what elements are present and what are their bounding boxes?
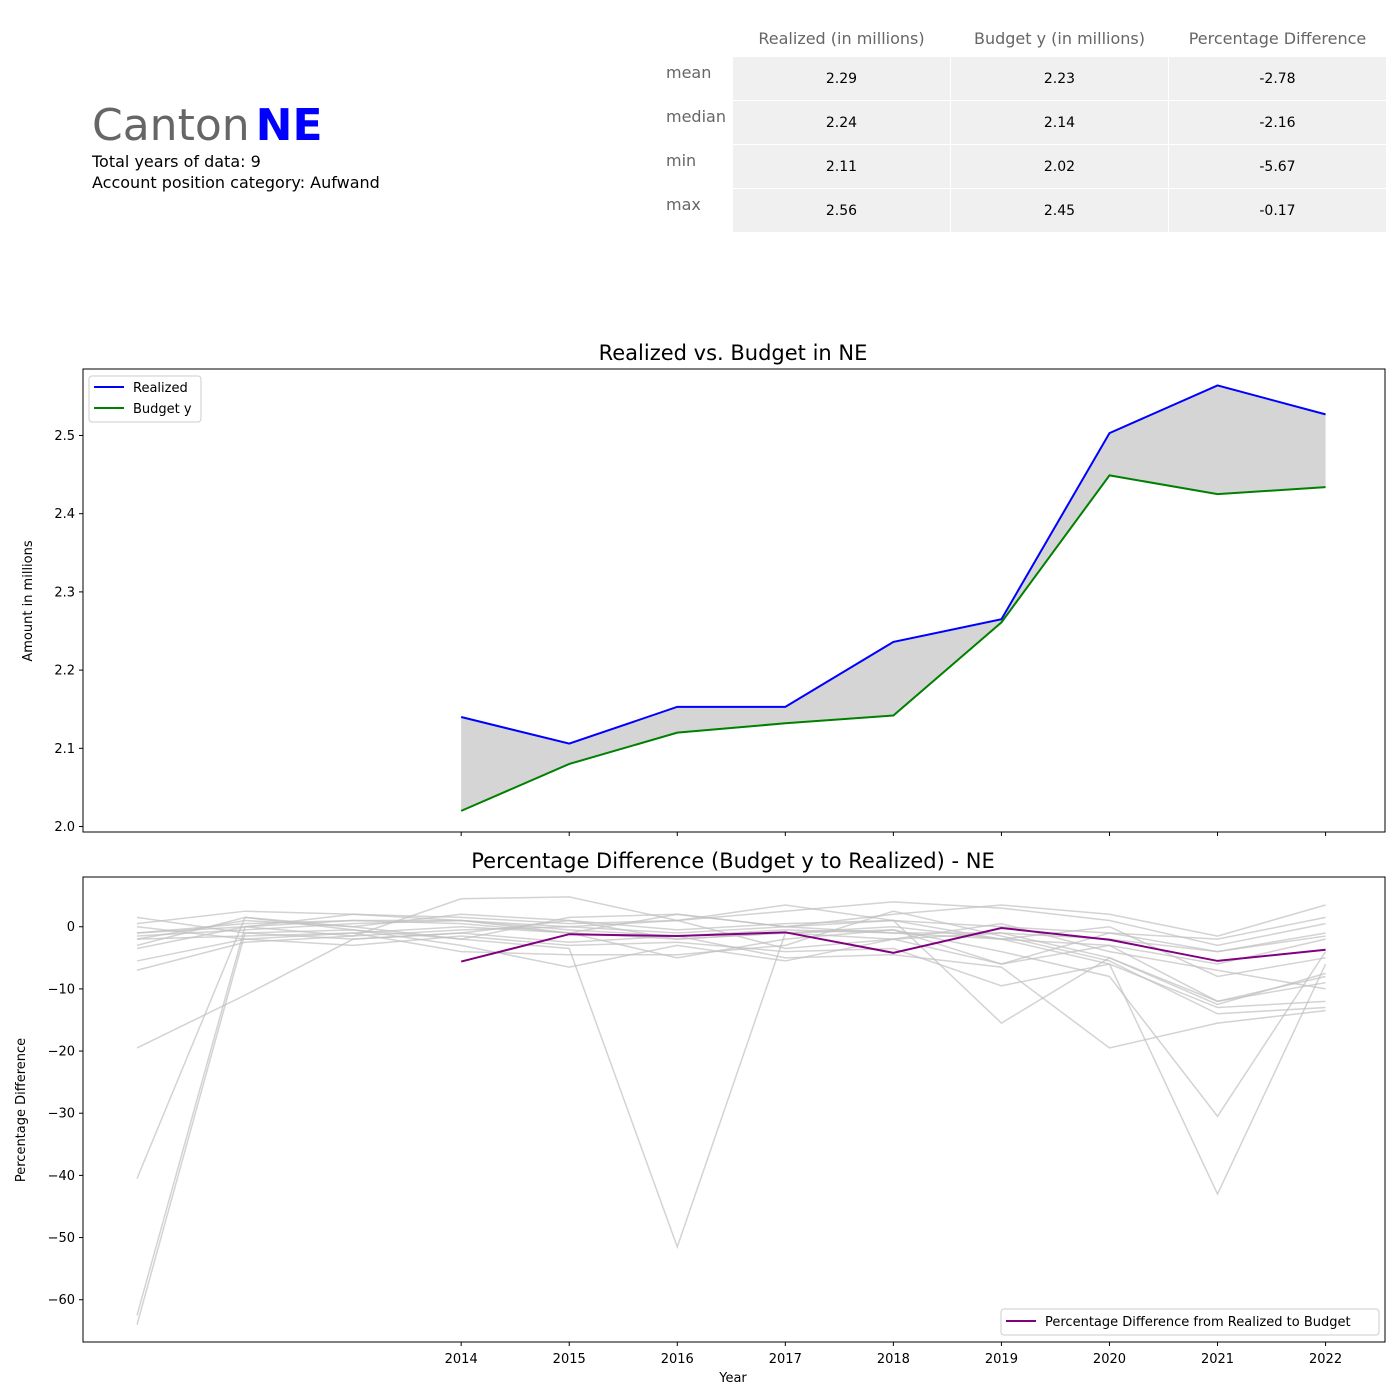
y-tick-label: −10 [48, 982, 75, 997]
y-tick-label: 0 [67, 920, 75, 935]
other-canton-line [136, 919, 1326, 953]
x-tick-label: 2017 [769, 1352, 802, 1367]
y-tick-label: −40 [48, 1169, 75, 1184]
other-canton-line [136, 916, 1327, 1250]
x-tick-label: 2015 [553, 1352, 586, 1367]
table-cell: 2.11 [731, 144, 951, 189]
table-cell: 2.29 [731, 56, 951, 101]
pct-diff-series-line [460, 926, 1326, 963]
y-tick-label: −50 [48, 1231, 75, 1246]
legend-box [1000, 1308, 1380, 1336]
x-tick-label: 2021 [1201, 1352, 1234, 1367]
plot-frame [82, 368, 1386, 833]
table-cell: -0.17 [1167, 188, 1387, 233]
other-canton-line [136, 913, 1326, 978]
legend-realized-label: Realized [133, 381, 188, 396]
table-cell: 2.02 [949, 144, 1169, 189]
column-header-realized: Realized (in millions) [758, 28, 925, 48]
table-row: median 2.24 2.14 -2.16 [660, 100, 1387, 145]
table-cell: 2.56 [731, 188, 951, 233]
row-label-mean: mean [666, 63, 712, 82]
column-header-budget: Budget y (in millions) [973, 28, 1145, 48]
y-tick-label: −20 [48, 1045, 75, 1060]
y-tick-label: 2.0 [54, 820, 75, 835]
table-row: min 2.11 2.02 -5.67 [660, 144, 1387, 189]
canton-header: Canton NE Total years of data: 9 Account… [92, 100, 380, 193]
table-cell: 2.24 [731, 100, 951, 145]
canton-code: NE [255, 100, 323, 151]
other-canton-line [136, 896, 1326, 1025]
y-tick-label: 2.3 [54, 585, 75, 600]
table-cell: -2.16 [1167, 100, 1387, 145]
other-canton-line [136, 916, 1326, 953]
x-tick-label: 2022 [1309, 1352, 1342, 1367]
y-tick-label: 2.4 [54, 507, 75, 522]
row-label-min: min [666, 151, 697, 170]
canton-title: Canton NE [92, 100, 380, 151]
budget-series-line [460, 474, 1326, 812]
chart1-title: Realized vs. Budget in NE [599, 341, 868, 365]
plot-frame [82, 876, 1386, 1343]
x-tick-label: 2018 [877, 1352, 910, 1367]
column-header-pct-diff: Percentage Difference [1188, 28, 1367, 48]
table-cell: 2.45 [949, 188, 1169, 233]
y-tick-label: 2.1 [54, 742, 75, 757]
chart2-ylabel: Percentage Difference [14, 1038, 29, 1182]
x-tick-label: 2016 [661, 1352, 694, 1367]
row-label-median: median [666, 107, 726, 126]
other-canton-line [136, 919, 1327, 1316]
row-label-max: max [666, 195, 701, 214]
chart2-xlabel: Year [718, 1371, 747, 1386]
chart1-ylabel: Amount in millions [21, 540, 36, 662]
realized-series-line [460, 384, 1326, 745]
chart1-plot: 2.0 2.1 2.2 2.3 2.4 2.5 [54, 368, 1386, 836]
y-tick-label: 2.5 [54, 429, 75, 444]
x-tick-label: 2020 [1093, 1352, 1126, 1367]
summary-stats-table: Realized (in millions) Budget y (in mill… [660, 20, 1387, 233]
chart1-legend: Realized Budget y [88, 375, 202, 423]
difference-fill-area [461, 385, 1326, 811]
x-tick-label: 2014 [445, 1352, 478, 1367]
table-cell: 2.14 [949, 100, 1169, 145]
account-category: Account position category: Aufwand [92, 173, 380, 192]
y-tick-label: −30 [48, 1107, 75, 1122]
table-cell: -5.67 [1167, 144, 1387, 189]
x-tick-label: 2019 [985, 1352, 1018, 1367]
other-canton-line [136, 913, 1326, 965]
y-tick-label: −60 [48, 1293, 75, 1308]
legend-budget-label: Budget y [133, 402, 192, 417]
chart2-plot: 0 −10 −20 −30 −40 −50 −60 2014 2015 2016 2017 2018 2… [48, 876, 1386, 1367]
other-canton-line [136, 932, 1326, 1049]
y-tick-label: 2.2 [54, 664, 75, 679]
chart2-title: Percentage Difference (Budget y to Reali… [471, 849, 994, 873]
other-canton-line [136, 929, 1326, 1325]
table-row: max 2.56 2.45 -0.17 [660, 188, 1387, 233]
legend-pct-diff-label: Percentage Difference from Realized to B… [1045, 1315, 1351, 1330]
other-canton-line [136, 901, 1326, 947]
stats-header-row: Realized (in millions) Budget y (in mill… [660, 20, 1386, 57]
years-of-data: Total years of data: 9 [92, 152, 261, 171]
chart2-legend: Percentage Difference from Realized to B… [1000, 1308, 1380, 1336]
canton-word: Canton [92, 100, 250, 151]
